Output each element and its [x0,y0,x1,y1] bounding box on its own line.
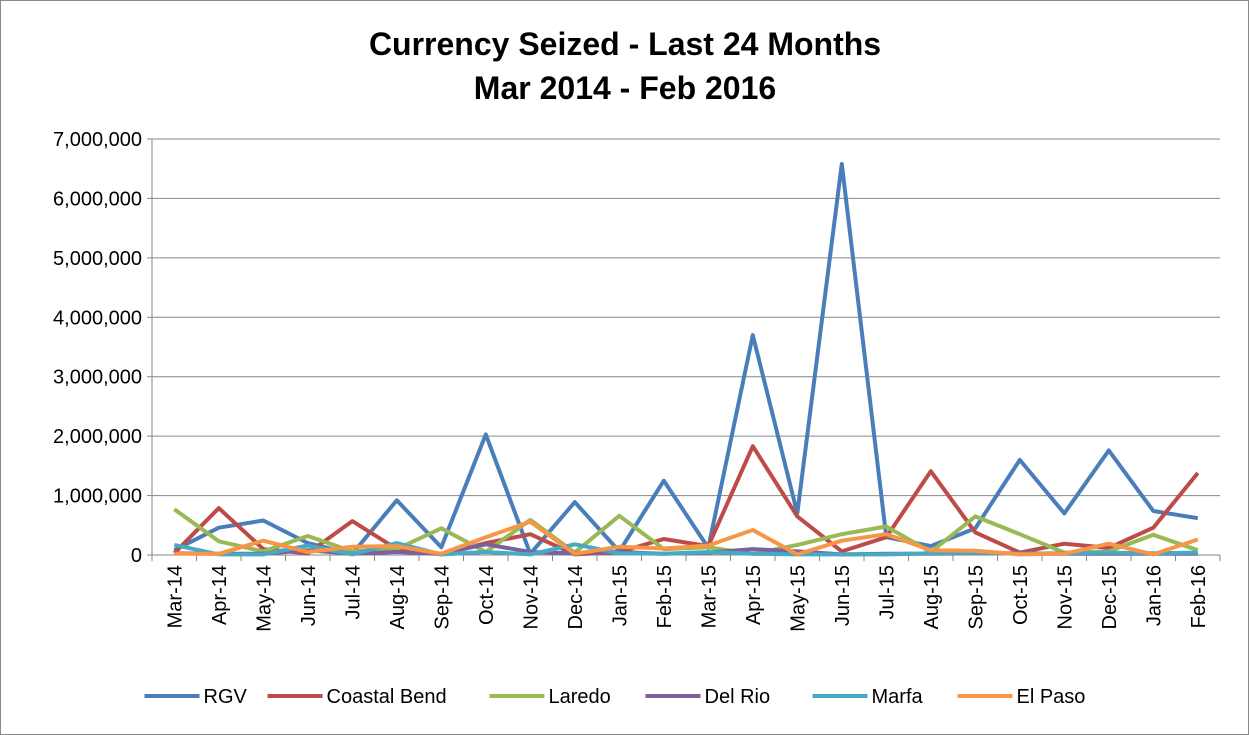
y-tick-label: 1,000,000 [53,486,142,508]
chart-subtitle: Mar 2014 - Feb 2016 [474,70,776,106]
y-tick-label: 2,000,000 [53,426,142,448]
y-tick-label: 3,000,000 [53,367,142,389]
chart-title: Currency Seized - Last 24 Months [369,26,881,62]
x-tick-label: Aug-15 [921,565,943,630]
x-tick-label: Apr-14 [209,565,231,625]
x-tick-label: Jul-14 [342,565,364,619]
x-tick-label: Dec-15 [1099,565,1121,629]
x-tick-label: Oct-14 [476,565,498,625]
x-tick-label: Sep-15 [965,565,987,630]
x-tick-label: Aug-14 [387,565,409,630]
x-tick-label: May-14 [253,565,275,632]
x-tick-label: Oct-15 [1010,565,1032,625]
legend-label: Marfa [872,686,924,708]
y-tick-label: 7,000,000 [53,129,142,151]
x-tick-label: Jan-16 [1143,565,1165,626]
y-tick-label: 6,000,000 [53,188,142,210]
y-tick-label: 4,000,000 [53,307,142,329]
legend-label: El Paso [1017,686,1086,708]
legend-label: Coastal Bend [327,686,447,708]
series-line [174,519,1199,557]
x-tick-label: Nov-15 [1054,565,1076,629]
x-tick-label: Feb-16 [1188,565,1210,628]
x-tick-label: Sep-14 [431,565,453,630]
y-tick-label: 0 [131,545,142,567]
series-line [172,444,1200,557]
legend-label: Laredo [549,686,611,708]
x-tick-label: Jan-15 [609,565,631,626]
x-tick-label: Apr-15 [743,565,765,625]
x-tick-label: Jul-15 [876,565,898,619]
x-tick-label: Jun-15 [832,565,854,626]
x-tick-label: May-15 [787,565,809,632]
x-tick-label: Jun-14 [298,565,320,626]
legend-label: RGV [204,686,248,708]
legend-label: Del Rio [705,686,771,708]
x-tick-label: Mar-15 [698,565,720,628]
y-tick-label: 5,000,000 [53,248,142,270]
x-tick-label: Dec-14 [565,565,587,629]
x-tick-label: Nov-14 [520,565,542,629]
x-tick-label: Mar-14 [164,565,186,628]
x-tick-label: Feb-15 [654,565,676,628]
